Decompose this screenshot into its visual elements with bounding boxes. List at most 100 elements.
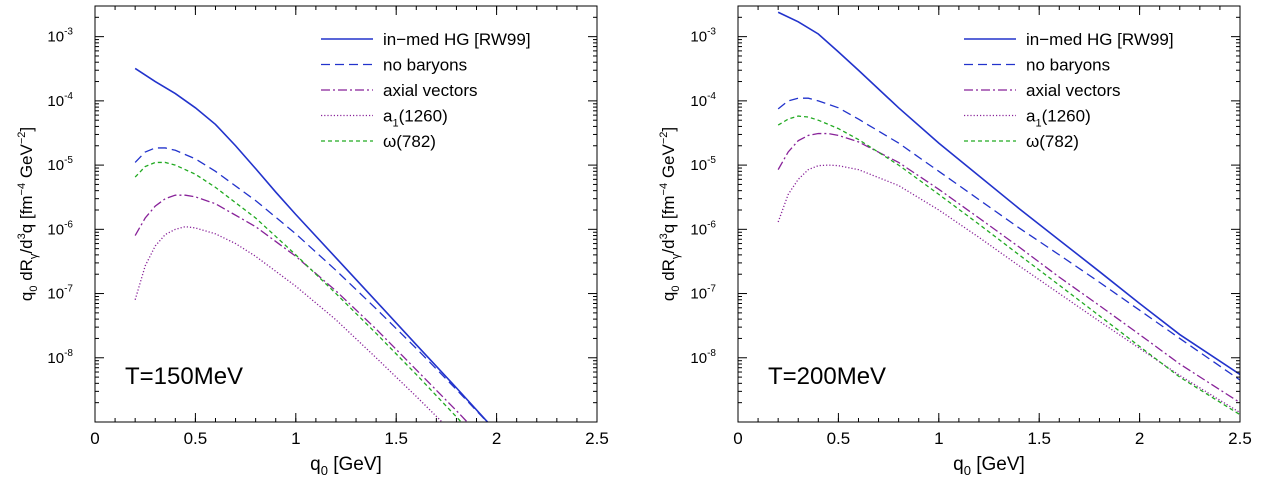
series-line-0 [134, 67, 489, 422]
series-line-2 [777, 132, 1240, 404]
y-tick-base: 10 [690, 93, 707, 110]
legend-label-2: axial vectors [1026, 81, 1120, 100]
chart-svg: 0 0.5 1 1.5 2 2.510-310-410-510-610-710-8q0 [… [16, 5, 609, 478]
y-axis-label-part: −4 [16, 183, 28, 196]
series-line-2 [134, 194, 469, 422]
legend-label-rest: (1260) [399, 107, 448, 126]
y-axis-label-part: GeV [659, 144, 678, 183]
x-tick-label: 1 [934, 429, 943, 448]
x-tick-label: 0.5 [184, 429, 208, 448]
x-axis-label: q0 [GeV] [310, 454, 382, 478]
y-axis-label-part: 0 [28, 286, 40, 292]
y-axis-label-part: /d [17, 239, 36, 253]
y-tick-base: 10 [47, 93, 64, 110]
plot-frame [94, 5, 598, 423]
x-axis-label-main: q [953, 454, 964, 475]
y-tick-base: 10 [47, 286, 64, 303]
y-tick-base: 10 [47, 29, 64, 46]
y-tick-base: 10 [690, 350, 707, 367]
x-axis-label-sub: 0 [321, 463, 328, 478]
legend-label-3: a1(1260) [383, 107, 448, 130]
y-tick-exponent: -7 [707, 284, 716, 295]
y-axis-label-part: q [659, 292, 678, 301]
legend-label-sub: 1 [392, 118, 398, 130]
chart-svg: 0 0.5 1 1.5 2 2.510-310-410-510-610-710-8q0 [… [658, 5, 1252, 478]
x-axis-label-unit: [GeV] [328, 454, 382, 475]
y-tick-exponent: -5 [707, 155, 716, 166]
y-tick-label: 10-5 [47, 155, 73, 174]
y-axis-label: q0 dRγ/d3q [fm−4 GeV−2] [658, 127, 682, 301]
y-axis-label-part: 3 [16, 233, 28, 239]
y-tick-label: 10-8 [690, 348, 716, 367]
legend-label-1: no baryons [1026, 56, 1110, 75]
y-axis-label-part: GeV [17, 144, 36, 183]
x-tick-label: 1.5 [384, 429, 408, 448]
legend-label-main: a [1026, 107, 1036, 126]
y-axis-label: q0 dRγ/d3q [fm−4 GeV−2] [16, 127, 40, 301]
series-group [134, 67, 489, 422]
x-axis-label-main: q [310, 454, 321, 475]
y-tick-base: 10 [690, 29, 707, 46]
y-tick-exponent: -3 [64, 27, 73, 38]
legend-label-2: axial vectors [383, 81, 477, 100]
y-tick-base: 10 [690, 221, 707, 238]
y-tick-exponent: -8 [64, 348, 73, 359]
y-axis-label-part: 0 [670, 286, 682, 292]
y-tick-label: 10-6 [47, 219, 73, 238]
legend-label-4: ω(782) [383, 132, 436, 151]
y-tick-label: 10-6 [690, 219, 716, 238]
x-tick-label: 2.5 [585, 429, 609, 448]
x-tick-label: 1.5 [1027, 429, 1051, 448]
y-tick-label: 10-4 [690, 91, 716, 110]
y-axis-label-part: /d [659, 239, 678, 253]
x-axis-label-sub: 0 [964, 463, 971, 478]
legend-label-3: a1(1260) [1026, 107, 1091, 130]
x-axis-label: q0 [GeV] [953, 454, 1025, 478]
y-axis-label-part: q [17, 292, 36, 301]
y-tick-exponent: -8 [707, 348, 716, 359]
plot-frame [737, 5, 1241, 423]
y-axis-label-part: dR [659, 259, 678, 285]
temperature-annotation: T=150MeV [125, 363, 243, 390]
y-axis-label-part: γ [670, 253, 682, 259]
x-tick-label: 0 [90, 429, 99, 448]
y-tick-base: 10 [47, 157, 64, 174]
x-axis-label-unit: [GeV] [971, 454, 1025, 475]
y-tick-base: 10 [690, 157, 707, 174]
y-axis-label-part: q [fm [659, 195, 678, 233]
y-tick-exponent: -3 [707, 27, 716, 38]
x-tick-label: 0.5 [827, 429, 851, 448]
y-tick-label: 10-4 [47, 91, 73, 110]
chart-panel-t150: 0 0.5 1 1.5 2 2.5 10-3 10-4 10-5 10-6 10-7 10-8 q0 [… [0, 0, 620, 487]
legend-label-1: no baryons [383, 56, 467, 75]
x-tick-label: 1 [291, 429, 300, 448]
y-tick-exponent: -4 [64, 91, 73, 102]
temperature-annotation: T=200MeV [768, 363, 886, 390]
legend-label-4: ω(782) [1026, 132, 1079, 151]
series-line-0 [777, 11, 1240, 376]
y-axis-label-part: −2 [16, 132, 28, 145]
y-axis-label-part: q [fm [17, 195, 36, 233]
y-tick-base: 10 [690, 286, 707, 303]
series-line-1 [134, 147, 489, 422]
y-tick-exponent: -7 [64, 284, 73, 295]
x-tick-label: 2.5 [1228, 429, 1252, 448]
legend-label-sub: 1 [1035, 118, 1041, 130]
series-line-4 [134, 161, 463, 422]
y-tick-exponent: -6 [707, 219, 716, 230]
y-tick-exponent: -6 [64, 219, 73, 230]
y-tick-label: 10-3 [47, 27, 73, 46]
x-tick-label: 0 [733, 429, 742, 448]
y-tick-label: 10-8 [47, 348, 73, 367]
y-axis-label-part: −2 [658, 132, 670, 145]
y-tick-base: 10 [47, 350, 64, 367]
y-tick-base: 10 [47, 221, 64, 238]
chart-panel-t200: 0 0.5 1 1.5 2 2.5 10-3 10-4 10-5 10-6 10-7 10-8 q0 [… [636, 0, 1268, 487]
y-tick-label: 10-5 [690, 155, 716, 174]
series-group [777, 11, 1240, 416]
x-tick-label: 2 [492, 429, 501, 448]
y-tick-label: 10-7 [690, 284, 716, 303]
y-tick-exponent: -4 [707, 91, 716, 102]
legend-label-0: in−med HG [RW99] [1026, 30, 1174, 49]
legend-label-main: a [383, 107, 393, 126]
